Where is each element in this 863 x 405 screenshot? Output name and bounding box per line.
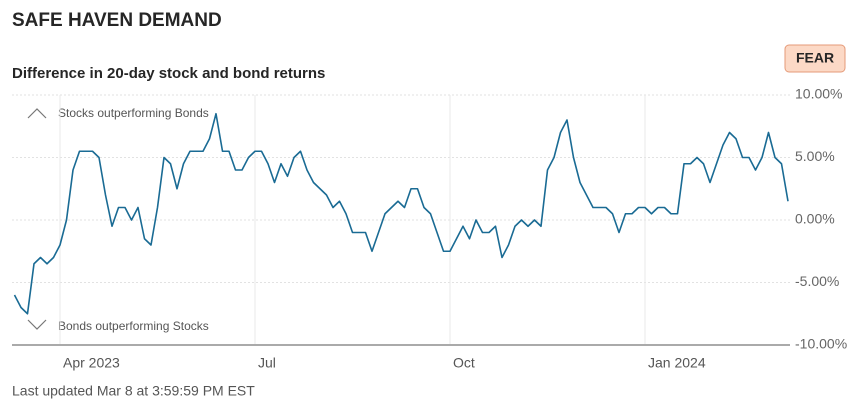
x-tick-label: Jul: [258, 355, 276, 371]
rating-badge: [784, 44, 846, 73]
annotation: Bonds outperforming Stocks: [58, 319, 209, 333]
up-chevron: [27, 108, 47, 119]
x-tick-label: Jan 2024: [648, 355, 706, 371]
data-line: [13, 112, 789, 315]
down-chevron: [27, 319, 47, 330]
x-tick-label: Apr 2023: [63, 355, 120, 371]
y-tick-label: 5.00%: [795, 148, 835, 164]
y-tick-label: 0.00%: [795, 211, 835, 227]
y-tick-label: -10.00%: [795, 336, 847, 352]
y-tick-label: 10.00%: [795, 86, 842, 102]
chart-title: SAFE HAVEN DEMAND: [12, 10, 222, 31]
footer: Last updated Mar 8 at 3:59:59 PM EST: [12, 383, 255, 399]
x-tick-label: Oct: [453, 355, 475, 371]
y-tick-label: -5.00%: [795, 273, 839, 289]
chart-subtitle: Difference in 20-day stock and bond retu…: [12, 65, 325, 82]
annotation: Stocks outperforming Bonds: [58, 106, 209, 120]
rating-label: FEAR: [796, 50, 834, 66]
